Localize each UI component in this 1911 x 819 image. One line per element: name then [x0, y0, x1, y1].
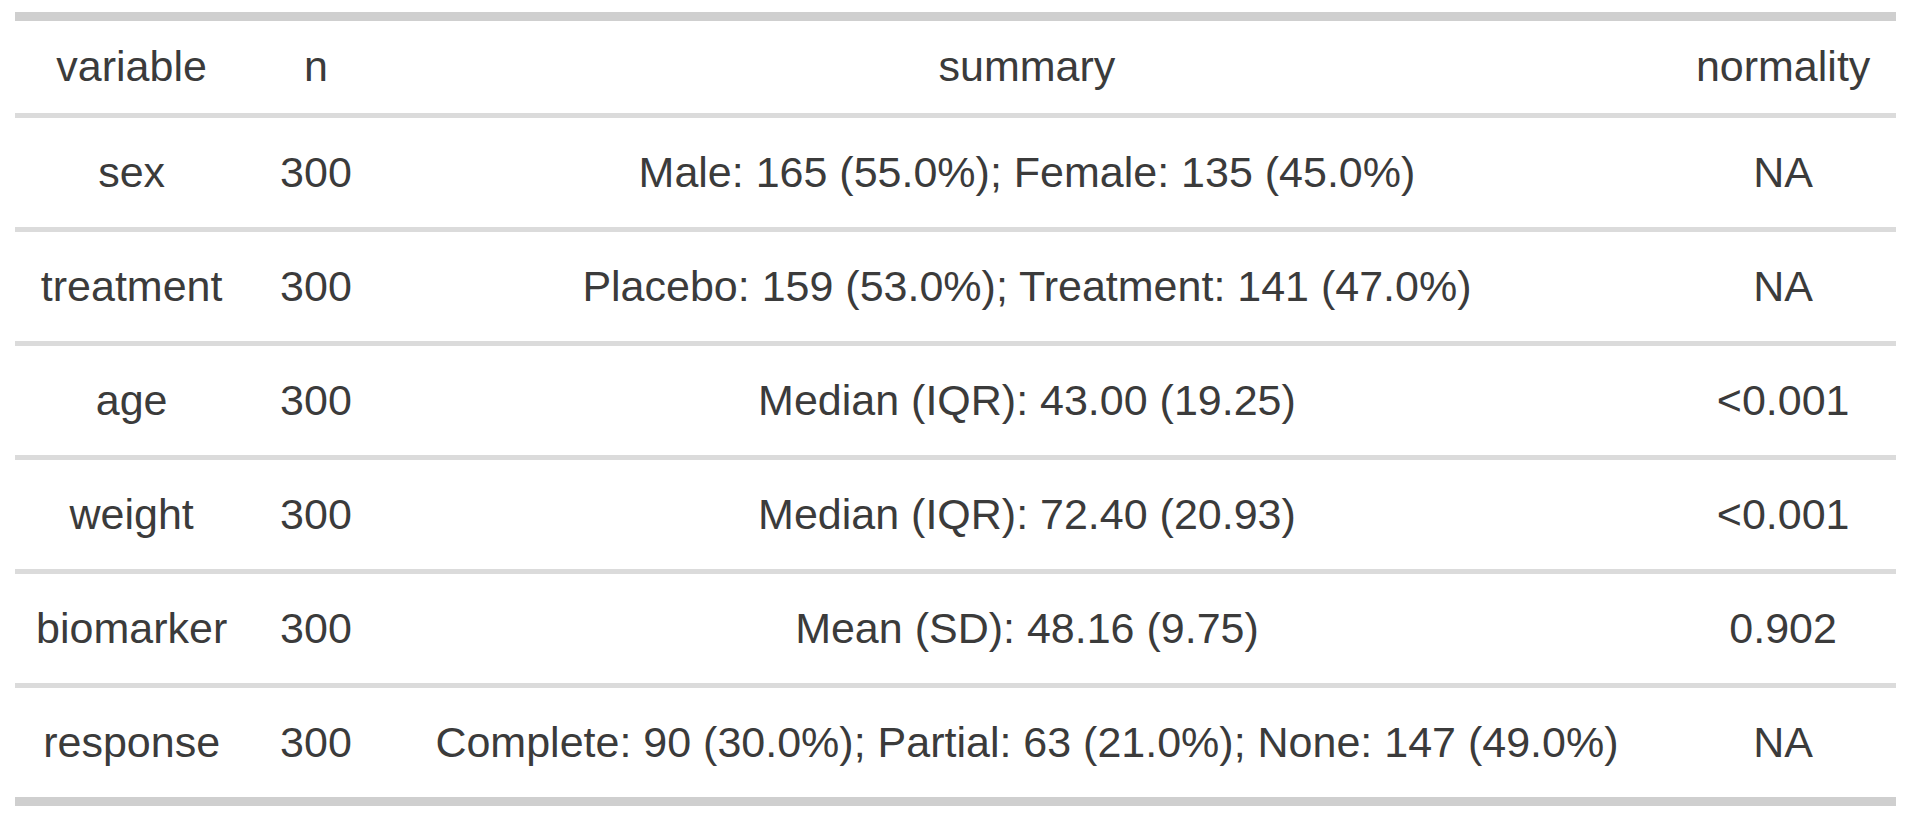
cell-summary: Median (IQR): 43.00 (19.25)	[384, 344, 1671, 458]
table-container: variable n summary normality sex 300 Mal…	[0, 0, 1911, 815]
cell-variable: response	[15, 686, 248, 802]
cell-n: 300	[248, 686, 383, 802]
cell-normality: <0.001	[1670, 344, 1896, 458]
cell-summary: Complete: 90 (30.0%); Partial: 63 (21.0%…	[384, 686, 1671, 802]
header-row: variable n summary normality	[15, 17, 1896, 116]
table-row: biomarker 300 Mean (SD): 48.16 (9.75) 0.…	[15, 572, 1896, 686]
cell-variable: treatment	[15, 230, 248, 344]
cell-normality: NA	[1670, 230, 1896, 344]
table-row: age 300 Median (IQR): 43.00 (19.25) <0.0…	[15, 344, 1896, 458]
column-header-n: n	[248, 17, 383, 116]
cell-n: 300	[248, 344, 383, 458]
cell-summary: Median (IQR): 72.40 (20.93)	[384, 458, 1671, 572]
summary-statistics-table: variable n summary normality sex 300 Mal…	[15, 12, 1896, 806]
cell-summary: Placebo: 159 (53.0%); Treatment: 141 (47…	[384, 230, 1671, 344]
table-row: sex 300 Male: 165 (55.0%); Female: 135 (…	[15, 116, 1896, 230]
cell-normality: NA	[1670, 686, 1896, 802]
cell-normality: 0.902	[1670, 572, 1896, 686]
cell-variable: age	[15, 344, 248, 458]
cell-summary: Mean (SD): 48.16 (9.75)	[384, 572, 1671, 686]
table-row: response 300 Complete: 90 (30.0%); Parti…	[15, 686, 1896, 802]
cell-n: 300	[248, 230, 383, 344]
cell-n: 300	[248, 572, 383, 686]
cell-normality: NA	[1670, 116, 1896, 230]
cell-variable: sex	[15, 116, 248, 230]
cell-n: 300	[248, 116, 383, 230]
cell-variable: weight	[15, 458, 248, 572]
table-row: treatment 300 Placebo: 159 (53.0%); Trea…	[15, 230, 1896, 344]
cell-variable: biomarker	[15, 572, 248, 686]
column-header-variable: variable	[15, 17, 248, 116]
column-header-summary: summary	[384, 17, 1671, 116]
table-row: weight 300 Median (IQR): 72.40 (20.93) <…	[15, 458, 1896, 572]
cell-n: 300	[248, 458, 383, 572]
column-header-normality: normality	[1670, 17, 1896, 116]
cell-summary: Male: 165 (55.0%); Female: 135 (45.0%)	[384, 116, 1671, 230]
cell-normality: <0.001	[1670, 458, 1896, 572]
